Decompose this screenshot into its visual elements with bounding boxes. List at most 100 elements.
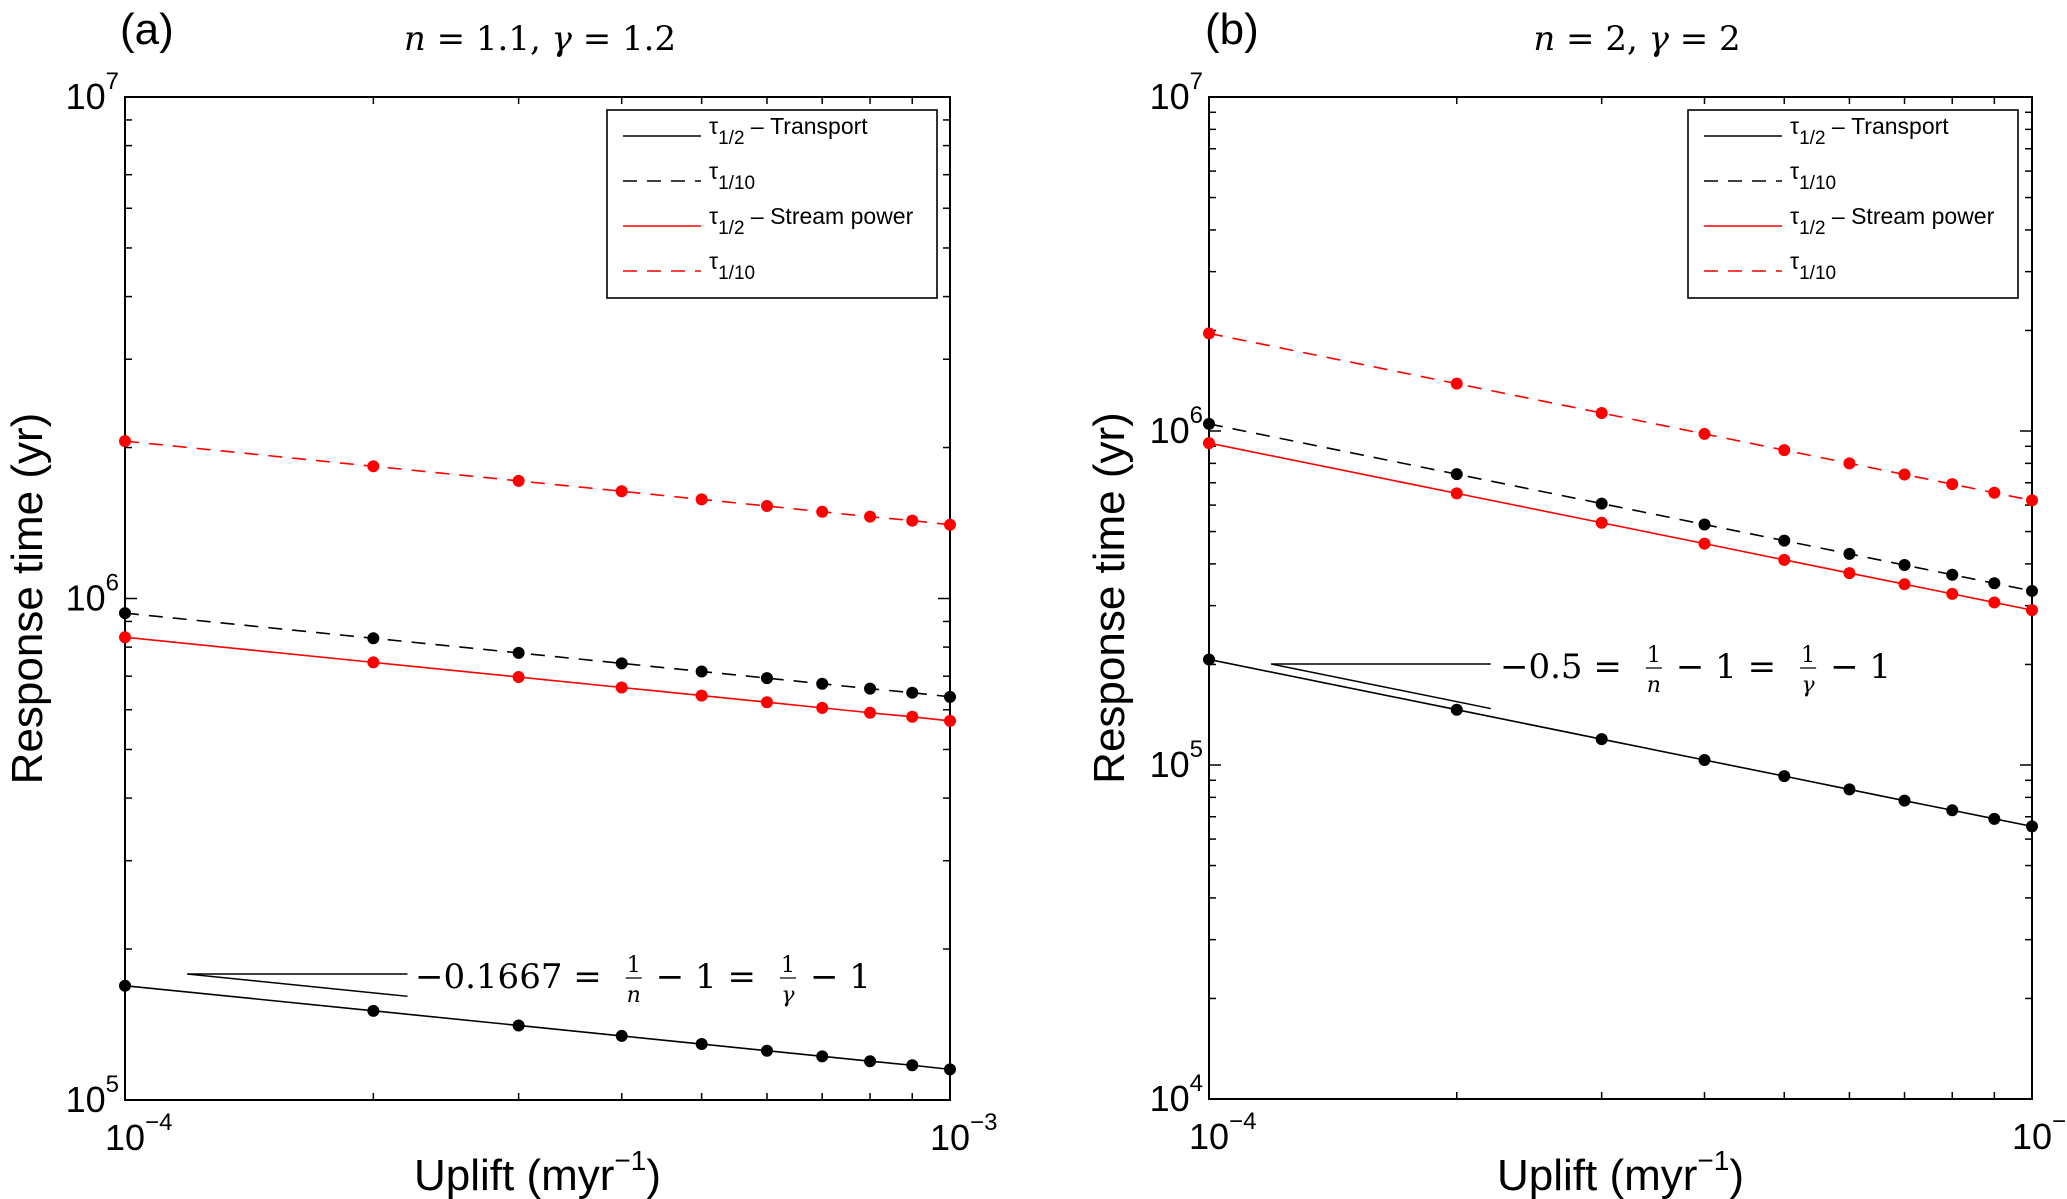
data-point [1595, 407, 1608, 420]
data-point [2026, 604, 2038, 617]
y-tick-base: 10 [1150, 76, 1190, 117]
data-point [2026, 584, 2038, 597]
fraction-numerator: 1 [1801, 643, 1815, 668]
slope-annotation: −0.5 = 1 n − 1 = 1 γ − 1 [1500, 643, 1891, 698]
fraction-numerator: 1 [781, 953, 795, 978]
data-point [760, 500, 773, 513]
y-tick-base: 10 [66, 76, 106, 117]
data-point [1988, 812, 2001, 825]
y-tick-base: 10 [66, 1079, 106, 1120]
data-point [512, 474, 525, 487]
series-line-1 [1208, 423, 2033, 592]
x-axis-label-text: Uplift (myr [414, 1151, 614, 1199]
data-point [1203, 417, 1215, 430]
legend-subscript: 1/10 [1799, 173, 1836, 194]
title-gamma-value: = 1.2 [572, 19, 676, 59]
data-point [367, 656, 380, 669]
data-point [615, 1029, 628, 1042]
data-point [1898, 794, 1911, 807]
annotation-rhs: − 1 [1830, 647, 1891, 687]
data-point [1988, 596, 2001, 609]
data-point [1843, 547, 1856, 560]
y-tick-label: 106 [1150, 402, 1203, 451]
legend-symbol: τ [709, 203, 718, 229]
legend-entry: τ1/2 – Transport [709, 113, 868, 149]
series-line-1 [124, 612, 951, 698]
data-point [1946, 587, 1959, 600]
data-point [2026, 494, 2038, 507]
x-axis-label-exponent: −1 [1697, 1145, 1729, 1176]
legend-suffix: – Stream power [1826, 203, 1995, 229]
slope-triangle-hypotenuse [1271, 663, 1491, 710]
legend-subscript: 1/2 [718, 128, 744, 149]
data-point [864, 1055, 877, 1068]
legend-subscript: 1/2 [1799, 128, 1825, 149]
slope-annotation: −0.1667 = 1 n − 1 = 1 γ − 1 [415, 953, 871, 1008]
data-point [119, 631, 131, 644]
data-point [119, 435, 131, 448]
data-point [367, 1004, 380, 1017]
data-point [1203, 437, 1215, 450]
data-point [864, 510, 877, 523]
data-point [944, 1063, 956, 1076]
data-point [1698, 754, 1711, 767]
y-tick-base: 10 [1150, 744, 1190, 785]
legend-entry: τ1/10 [1790, 158, 1836, 194]
series-line-2 [124, 636, 951, 722]
data-point [760, 672, 773, 685]
data-point [944, 518, 956, 531]
data-point [1946, 804, 1959, 817]
data-point [906, 710, 919, 723]
data-point [1946, 568, 1959, 581]
data-point [1450, 468, 1463, 481]
legend-subscript: 1/10 [718, 263, 755, 284]
data-point [119, 979, 131, 992]
legend-symbol: τ [1790, 248, 1799, 274]
legend-entry: τ1/10 [709, 248, 755, 284]
data-point [695, 1038, 708, 1051]
data-point [1595, 733, 1608, 746]
panel-label: (b) [1205, 5, 1259, 54]
axes-frame [1208, 96, 2033, 1100]
annotation-mid: − 1 = [656, 957, 756, 997]
slope-triangle-hypotenuse [187, 973, 408, 998]
panel-b: (b)n = 2, γ = 210410510610710−410−3Uplif… [1085, 5, 2067, 1199]
y-tick-base: 10 [1150, 1078, 1190, 1119]
data-point [760, 696, 773, 709]
y-tick-base: 10 [66, 578, 106, 619]
x-tick-label: 10−4 [105, 1109, 172, 1158]
data-point [1698, 518, 1711, 531]
data-point [512, 1019, 525, 1032]
x-axis-label-exponent: −1 [614, 1145, 646, 1176]
title-n-value: = 2, [1555, 19, 1648, 59]
y-tick-exponent: 5 [1190, 736, 1203, 763]
x-tick-exponent: −3 [2052, 1108, 2067, 1135]
x-tick-label: 10−3 [2012, 1108, 2067, 1157]
legend-suffix: – Stream power [745, 203, 914, 229]
data-point [1898, 578, 1911, 591]
series-line-0 [1208, 658, 2033, 828]
legend-symbol: τ [1790, 158, 1799, 184]
data-point [367, 460, 380, 473]
data-point [944, 714, 956, 727]
y-tick-exponent: 4 [1190, 1070, 1203, 1097]
x-axis-label: Uplift (myr−1) [1497, 1145, 1744, 1199]
series-line-3 [124, 440, 951, 526]
data-point [1843, 567, 1856, 580]
y-axis-label: Response time (yr) [1085, 412, 1134, 784]
x-tick-exponent: −4 [1229, 1108, 1256, 1135]
data-point [695, 493, 708, 506]
data-point [816, 1050, 829, 1063]
legend-symbol: τ [1790, 203, 1799, 229]
legend-entry: τ1/2 – Stream power [1790, 203, 1995, 239]
title-gamma: γ [1649, 19, 1670, 59]
data-point [1450, 377, 1463, 390]
panel-label: (a) [120, 5, 174, 54]
title-n: n [404, 19, 426, 59]
fraction-denominator: γ [781, 983, 795, 1008]
data-point [615, 681, 628, 694]
x-tick-exponent: −3 [970, 1109, 997, 1136]
data-point [1203, 653, 1215, 666]
data-point [695, 665, 708, 678]
